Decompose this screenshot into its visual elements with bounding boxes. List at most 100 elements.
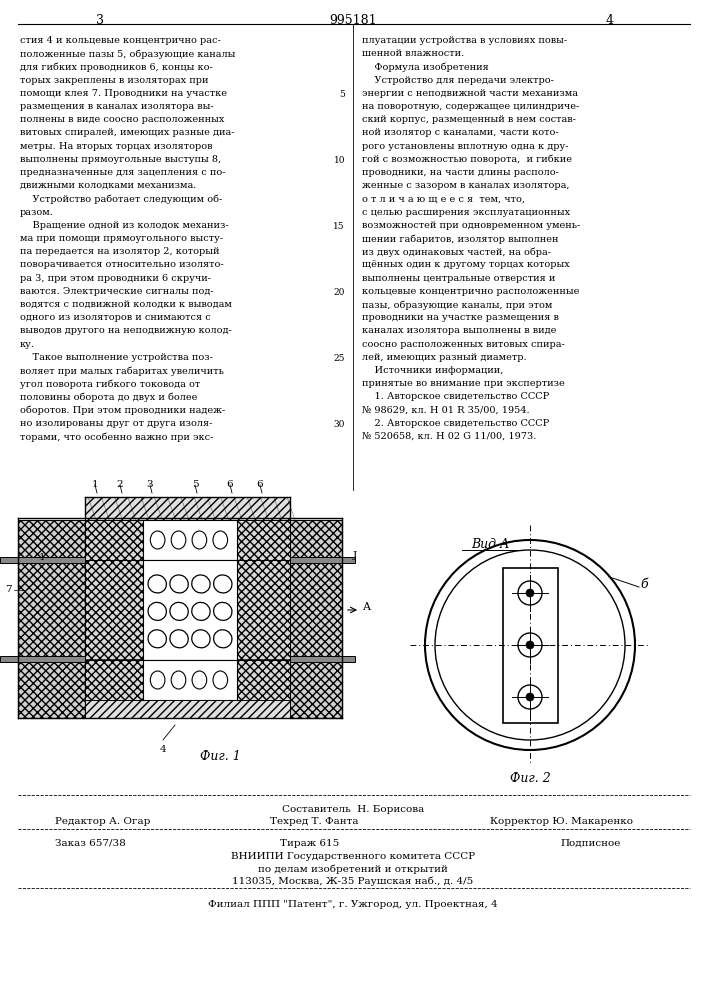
Text: 6: 6	[227, 480, 233, 489]
Text: предназначенные для зацепления с по-: предназначенные для зацепления с по-	[20, 168, 226, 177]
Text: соосно расположенных витовых спира-: соосно расположенных витовых спира-	[362, 340, 565, 349]
Text: размещения в каналах изолятора вы-: размещения в каналах изолятора вы-	[20, 102, 214, 111]
Polygon shape	[143, 520, 237, 560]
Text: торых закреплены в изоляторах при: торых закреплены в изоляторах при	[20, 76, 209, 85]
Text: воляет при малых габаритах увеличить: воляет при малых габаритах увеличить	[20, 366, 224, 375]
Text: ку.: ку.	[20, 340, 35, 349]
Text: 2: 2	[117, 480, 123, 489]
Text: ВНИИПИ Государственного комитета СССР: ВНИИПИ Государственного комитета СССР	[231, 852, 475, 861]
Text: 4: 4	[160, 745, 166, 754]
Text: Редактор А. Огар: Редактор А. Огар	[55, 817, 151, 826]
Text: 7: 7	[5, 585, 11, 594]
Text: лей, имеющих разный диаметр.: лей, имеющих разный диаметр.	[362, 353, 527, 362]
Text: полнены в виде соосно расположенных: полнены в виде соосно расположенных	[20, 115, 224, 124]
Text: гой с возможностью поворота,  и гибкие: гой с возможностью поворота, и гибкие	[362, 155, 572, 164]
Text: пазы, образующие каналы, при этом: пазы, образующие каналы, при этом	[362, 300, 552, 310]
Text: Заказ 657/38: Заказ 657/38	[55, 839, 126, 848]
Polygon shape	[290, 520, 342, 718]
Text: щённых один к другому торцах которых: щённых один к другому торцах которых	[362, 260, 570, 269]
Text: Подписное: Подписное	[560, 839, 620, 848]
Text: № 98629, кл. Н 01 R 35/00, 1954.: № 98629, кл. Н 01 R 35/00, 1954.	[362, 406, 530, 415]
Text: № 520658, кл. Н 02 G 11/00, 1973.: № 520658, кл. Н 02 G 11/00, 1973.	[362, 432, 537, 441]
Circle shape	[526, 693, 534, 701]
Text: половины оборота до двух и более: половины оборота до двух и более	[20, 392, 197, 402]
Text: по делам изобретений и открытий: по делам изобретений и открытий	[258, 864, 448, 874]
Text: 1: 1	[92, 480, 98, 489]
Text: разом.: разом.	[20, 208, 54, 217]
Text: выполнены центральные отверстия и: выполнены центральные отверстия и	[362, 274, 556, 283]
Text: Корректор Ю. Макаренко: Корректор Ю. Макаренко	[490, 817, 633, 826]
Polygon shape	[237, 660, 290, 718]
Polygon shape	[85, 660, 143, 718]
Text: 2. Авторское свидетельство СССР: 2. Авторское свидетельство СССР	[362, 419, 549, 428]
Text: Составитель  Н. Борисова: Составитель Н. Борисова	[282, 805, 424, 814]
Polygon shape	[143, 660, 237, 700]
Text: Филиал ППП "Патент", г. Ужгород, ул. Проектная, 4: Филиал ППП "Патент", г. Ужгород, ул. Про…	[208, 900, 498, 909]
Text: ра 3, при этом проводники 6 скручи-: ра 3, при этом проводники 6 скручи-	[20, 274, 211, 283]
Circle shape	[526, 641, 534, 649]
Text: 4: 4	[606, 14, 614, 27]
Text: но изолированы друг от друга изоля-: но изолированы друг от друга изоля-	[20, 419, 212, 428]
Text: женные с зазором в каналах изолятора,: женные с зазором в каналах изолятора,	[362, 181, 570, 190]
Text: ваются. Электрические сигналы под-: ваются. Электрические сигналы под-	[20, 287, 214, 296]
Text: Устройство для передачи электро-: Устройство для передачи электро-	[362, 76, 554, 85]
Text: Такое выполнение устройства поз-: Такое выполнение устройства поз-	[20, 353, 213, 362]
Text: Формула изобретения: Формула изобретения	[362, 62, 489, 72]
Text: положенные пазы 5, образующие каналы: положенные пазы 5, образующие каналы	[20, 49, 235, 59]
Text: угол поворота гибкого токовода от: угол поворота гибкого токовода от	[20, 379, 200, 389]
Polygon shape	[143, 560, 237, 660]
Text: 25: 25	[334, 354, 345, 363]
Text: с целью расширения эксплуатационных: с целью расширения эксплуатационных	[362, 208, 570, 217]
Text: каналах изолятора выполнены в виде: каналах изолятора выполнены в виде	[362, 326, 556, 335]
Text: Тираж 615: Тираж 615	[281, 839, 339, 848]
Text: ма при помощи прямоугольного высту-: ма при помощи прямоугольного высту-	[20, 234, 223, 243]
Text: Вращение одной из колодок механиз-: Вращение одной из колодок механиз-	[20, 221, 228, 230]
Text: ной изолятор с каналами, части кото-: ной изолятор с каналами, части кото-	[362, 128, 559, 137]
Text: 15: 15	[334, 222, 345, 231]
Polygon shape	[85, 520, 143, 600]
Circle shape	[526, 589, 534, 597]
Text: 6: 6	[257, 480, 263, 489]
Text: рого установлены вплотную одна к дру-: рого установлены вплотную одна к дру-	[362, 142, 568, 151]
Text: выводов другого на неподвижную колод-: выводов другого на неподвижную колод-	[20, 326, 232, 335]
Text: проводники на участке размещения в: проводники на участке размещения в	[362, 313, 559, 322]
Text: 20: 20	[334, 288, 345, 297]
Text: Источники информации,: Источники информации,	[362, 366, 503, 375]
Text: шенной влажности.: шенной влажности.	[362, 49, 464, 58]
Text: выполнены прямоугольные выступы 8,: выполнены прямоугольные выступы 8,	[20, 155, 221, 164]
Text: Фиг. 2: Фиг. 2	[510, 772, 550, 785]
Polygon shape	[0, 557, 85, 563]
Text: о т л и ч а ю щ е е с я  тем, что,: о т л и ч а ю щ е е с я тем, что,	[362, 194, 525, 203]
Text: на поворотную, содержащее цилиндриче-: на поворотную, содержащее цилиндриче-	[362, 102, 579, 111]
Text: 1. Авторское свидетельство СССР: 1. Авторское свидетельство СССР	[362, 392, 549, 401]
Text: шении габаритов, изолятор выполнен: шении габаритов, изолятор выполнен	[362, 234, 559, 243]
Text: принятые во внимание при экспертизе: принятые во внимание при экспертизе	[362, 379, 565, 388]
Text: помощи клея 7. Проводники на участке: помощи клея 7. Проводники на участке	[20, 89, 227, 98]
Text: Фиг. 1: Фиг. 1	[200, 750, 241, 763]
Text: поворачивается относительно изолято-: поворачивается относительно изолято-	[20, 260, 223, 269]
Text: 3: 3	[96, 14, 104, 27]
Polygon shape	[237, 520, 290, 600]
Text: 3: 3	[146, 480, 153, 489]
Text: одного из изоляторов и снимаются с: одного из изоляторов и снимаются с	[20, 313, 211, 322]
Polygon shape	[237, 560, 290, 660]
Polygon shape	[503, 568, 558, 722]
Text: оборотов. При этом проводники надеж-: оборотов. При этом проводники надеж-	[20, 406, 226, 415]
Text: 995181: 995181	[329, 14, 377, 27]
Polygon shape	[18, 493, 342, 735]
Text: для гибких проводников 6, концы ко-: для гибких проводников 6, концы ко-	[20, 62, 213, 72]
Text: кольцевые концентрично расположенные: кольцевые концентрично расположенные	[362, 287, 579, 296]
Text: Техред Т. Фанта: Техред Т. Фанта	[270, 817, 358, 826]
Text: па передается на изолятор 2, который: па передается на изолятор 2, который	[20, 247, 219, 256]
Polygon shape	[18, 520, 85, 718]
Text: A: A	[362, 602, 370, 612]
Polygon shape	[0, 656, 85, 662]
Text: проводники, на части длины располо-: проводники, на части длины располо-	[362, 168, 559, 177]
Text: ский корпус, размещенный в нем состав-: ский корпус, размещенный в нем состав-	[362, 115, 576, 124]
Text: 30: 30	[334, 420, 345, 429]
Text: 5: 5	[192, 480, 198, 489]
Text: торами, что особенно важно при экс-: торами, что особенно важно при экс-	[20, 432, 214, 442]
Polygon shape	[290, 656, 355, 662]
Text: 10: 10	[334, 156, 345, 165]
Text: витовых спиралей, имеющих разные диа-: витовых спиралей, имеющих разные диа-	[20, 128, 235, 137]
